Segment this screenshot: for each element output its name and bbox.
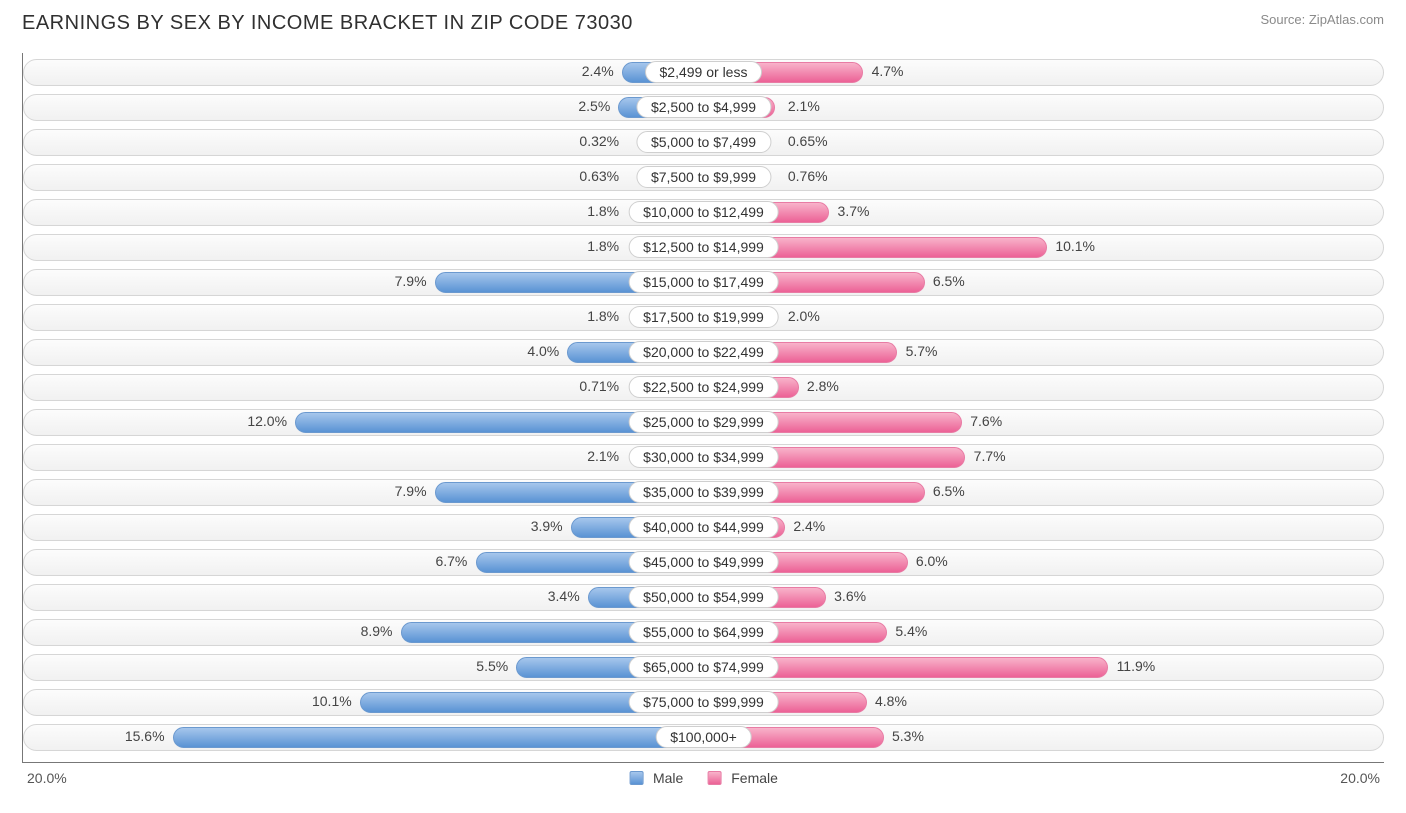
chart-row: 15.6% 5.3% $100,000+ <box>23 724 1384 751</box>
bracket-label: $5,000 to $7,499 <box>636 131 771 153</box>
legend-male: Male <box>629 770 683 786</box>
axis-right-label: 20.0% <box>1340 770 1380 786</box>
chart-row: 0.71% 2.8% $22,500 to $24,999 <box>23 374 1384 401</box>
value-male: 10.1% <box>312 693 352 709</box>
legend: Male Female <box>629 770 778 786</box>
chart-row: 7.9% 6.5% $15,000 to $17,499 <box>23 269 1384 296</box>
value-male: 2.4% <box>582 63 614 79</box>
value-female: 5.3% <box>892 728 924 744</box>
chart-row: 5.5% 11.9% $65,000 to $74,999 <box>23 654 1384 681</box>
value-female: 2.0% <box>788 308 820 324</box>
chart-row: 8.9% 5.4% $55,000 to $64,999 <box>23 619 1384 646</box>
chart-row: 12.0% 7.6% $25,000 to $29,999 <box>23 409 1384 436</box>
value-female: 3.7% <box>838 203 870 219</box>
value-female: 0.65% <box>788 133 828 149</box>
bar-male <box>173 727 704 748</box>
bracket-label: $100,000+ <box>655 726 752 748</box>
value-female: 2.4% <box>793 518 825 534</box>
value-male: 1.8% <box>587 203 619 219</box>
axis-left-label: 20.0% <box>27 770 67 786</box>
chart-rows: 2.4% 4.7% $2,499 or less 2.5% 2.1% $2,500 to … <box>23 53 1384 755</box>
bracket-label: $65,000 to $74,999 <box>628 656 779 678</box>
chart-row: 3.9% 2.4% $40,000 to $44,999 <box>23 514 1384 541</box>
chart-row: 10.1% 4.8% $75,000 to $99,999 <box>23 689 1384 716</box>
value-female: 0.76% <box>788 168 828 184</box>
value-male: 12.0% <box>247 413 287 429</box>
chart-row: 4.0% 5.7% $20,000 to $22,499 <box>23 339 1384 366</box>
value-female: 2.8% <box>807 378 839 394</box>
value-male: 2.5% <box>578 98 610 114</box>
bracket-label: $30,000 to $34,999 <box>628 446 779 468</box>
chart-row: 2.4% 4.7% $2,499 or less <box>23 59 1384 86</box>
bracket-label: $45,000 to $49,999 <box>628 551 779 573</box>
chart-row: 0.32% 0.65% $5,000 to $7,499 <box>23 129 1384 156</box>
chart-area: 2.4% 4.7% $2,499 or less 2.5% 2.1% $2,500 to … <box>22 53 1384 763</box>
value-male: 2.1% <box>587 448 619 464</box>
value-female: 3.6% <box>834 588 866 604</box>
value-male: 0.71% <box>579 378 619 394</box>
value-male: 3.4% <box>548 588 580 604</box>
value-male: 0.32% <box>579 133 619 149</box>
female-swatch-icon <box>707 771 721 785</box>
value-male: 8.9% <box>361 623 393 639</box>
value-female: 7.7% <box>974 448 1006 464</box>
chart-row: 1.8% 10.1% $12,500 to $14,999 <box>23 234 1384 261</box>
chart-row: 3.4% 3.6% $50,000 to $54,999 <box>23 584 1384 611</box>
bracket-label: $2,499 or less <box>645 61 763 83</box>
bracket-label: $35,000 to $39,999 <box>628 481 779 503</box>
bracket-label: $15,000 to $17,499 <box>628 271 779 293</box>
value-female: 6.5% <box>933 273 965 289</box>
legend-male-label: Male <box>653 770 683 786</box>
value-male: 1.8% <box>587 308 619 324</box>
chart-title: EARNINGS BY SEX BY INCOME BRACKET IN ZIP… <box>22 12 633 35</box>
value-male: 3.9% <box>531 518 563 534</box>
value-male: 7.9% <box>395 483 427 499</box>
chart-row: 6.7% 6.0% $45,000 to $49,999 <box>23 549 1384 576</box>
legend-female-label: Female <box>731 770 778 786</box>
value-female: 6.5% <box>933 483 965 499</box>
bracket-label: $7,500 to $9,999 <box>636 166 771 188</box>
legend-female: Female <box>707 770 778 786</box>
bracket-label: $17,500 to $19,999 <box>628 306 779 328</box>
value-female: 6.0% <box>916 553 948 569</box>
value-female: 10.1% <box>1055 238 1095 254</box>
bracket-label: $75,000 to $99,999 <box>628 691 779 713</box>
male-swatch-icon <box>629 771 643 785</box>
bracket-label: $50,000 to $54,999 <box>628 586 779 608</box>
value-male: 7.9% <box>395 273 427 289</box>
value-male: 4.0% <box>527 343 559 359</box>
chart-row: 1.8% 2.0% $17,500 to $19,999 <box>23 304 1384 331</box>
bracket-label: $25,000 to $29,999 <box>628 411 779 433</box>
value-male: 1.8% <box>587 238 619 254</box>
bracket-label: $40,000 to $44,999 <box>628 516 779 538</box>
source-attribution: Source: ZipAtlas.com <box>1260 12 1384 27</box>
value-male: 6.7% <box>435 553 467 569</box>
value-female: 5.7% <box>906 343 938 359</box>
chart-row: 0.63% 0.76% $7,500 to $9,999 <box>23 164 1384 191</box>
bracket-label: $20,000 to $22,499 <box>628 341 779 363</box>
value-female: 11.9% <box>1117 658 1156 674</box>
value-female: 4.8% <box>875 693 907 709</box>
bracket-label: $2,500 to $4,999 <box>636 96 771 118</box>
bracket-label: $10,000 to $12,499 <box>628 201 779 223</box>
bracket-label: $55,000 to $64,999 <box>628 621 779 643</box>
value-male: 0.63% <box>579 168 619 184</box>
chart-row: 2.1% 7.7% $30,000 to $34,999 <box>23 444 1384 471</box>
value-female: 2.1% <box>788 98 820 114</box>
chart-row: 2.5% 2.1% $2,500 to $4,999 <box>23 94 1384 121</box>
bracket-label: $22,500 to $24,999 <box>628 376 779 398</box>
chart-row: 7.9% 6.5% $35,000 to $39,999 <box>23 479 1384 506</box>
bracket-label: $12,500 to $14,999 <box>628 236 779 258</box>
value-female: 4.7% <box>872 63 904 79</box>
value-female: 7.6% <box>970 413 1002 429</box>
value-male: 5.5% <box>476 658 508 674</box>
value-male: 15.6% <box>125 728 165 744</box>
value-female: 5.4% <box>895 623 927 639</box>
chart-row: 1.8% 3.7% $10,000 to $12,499 <box>23 199 1384 226</box>
